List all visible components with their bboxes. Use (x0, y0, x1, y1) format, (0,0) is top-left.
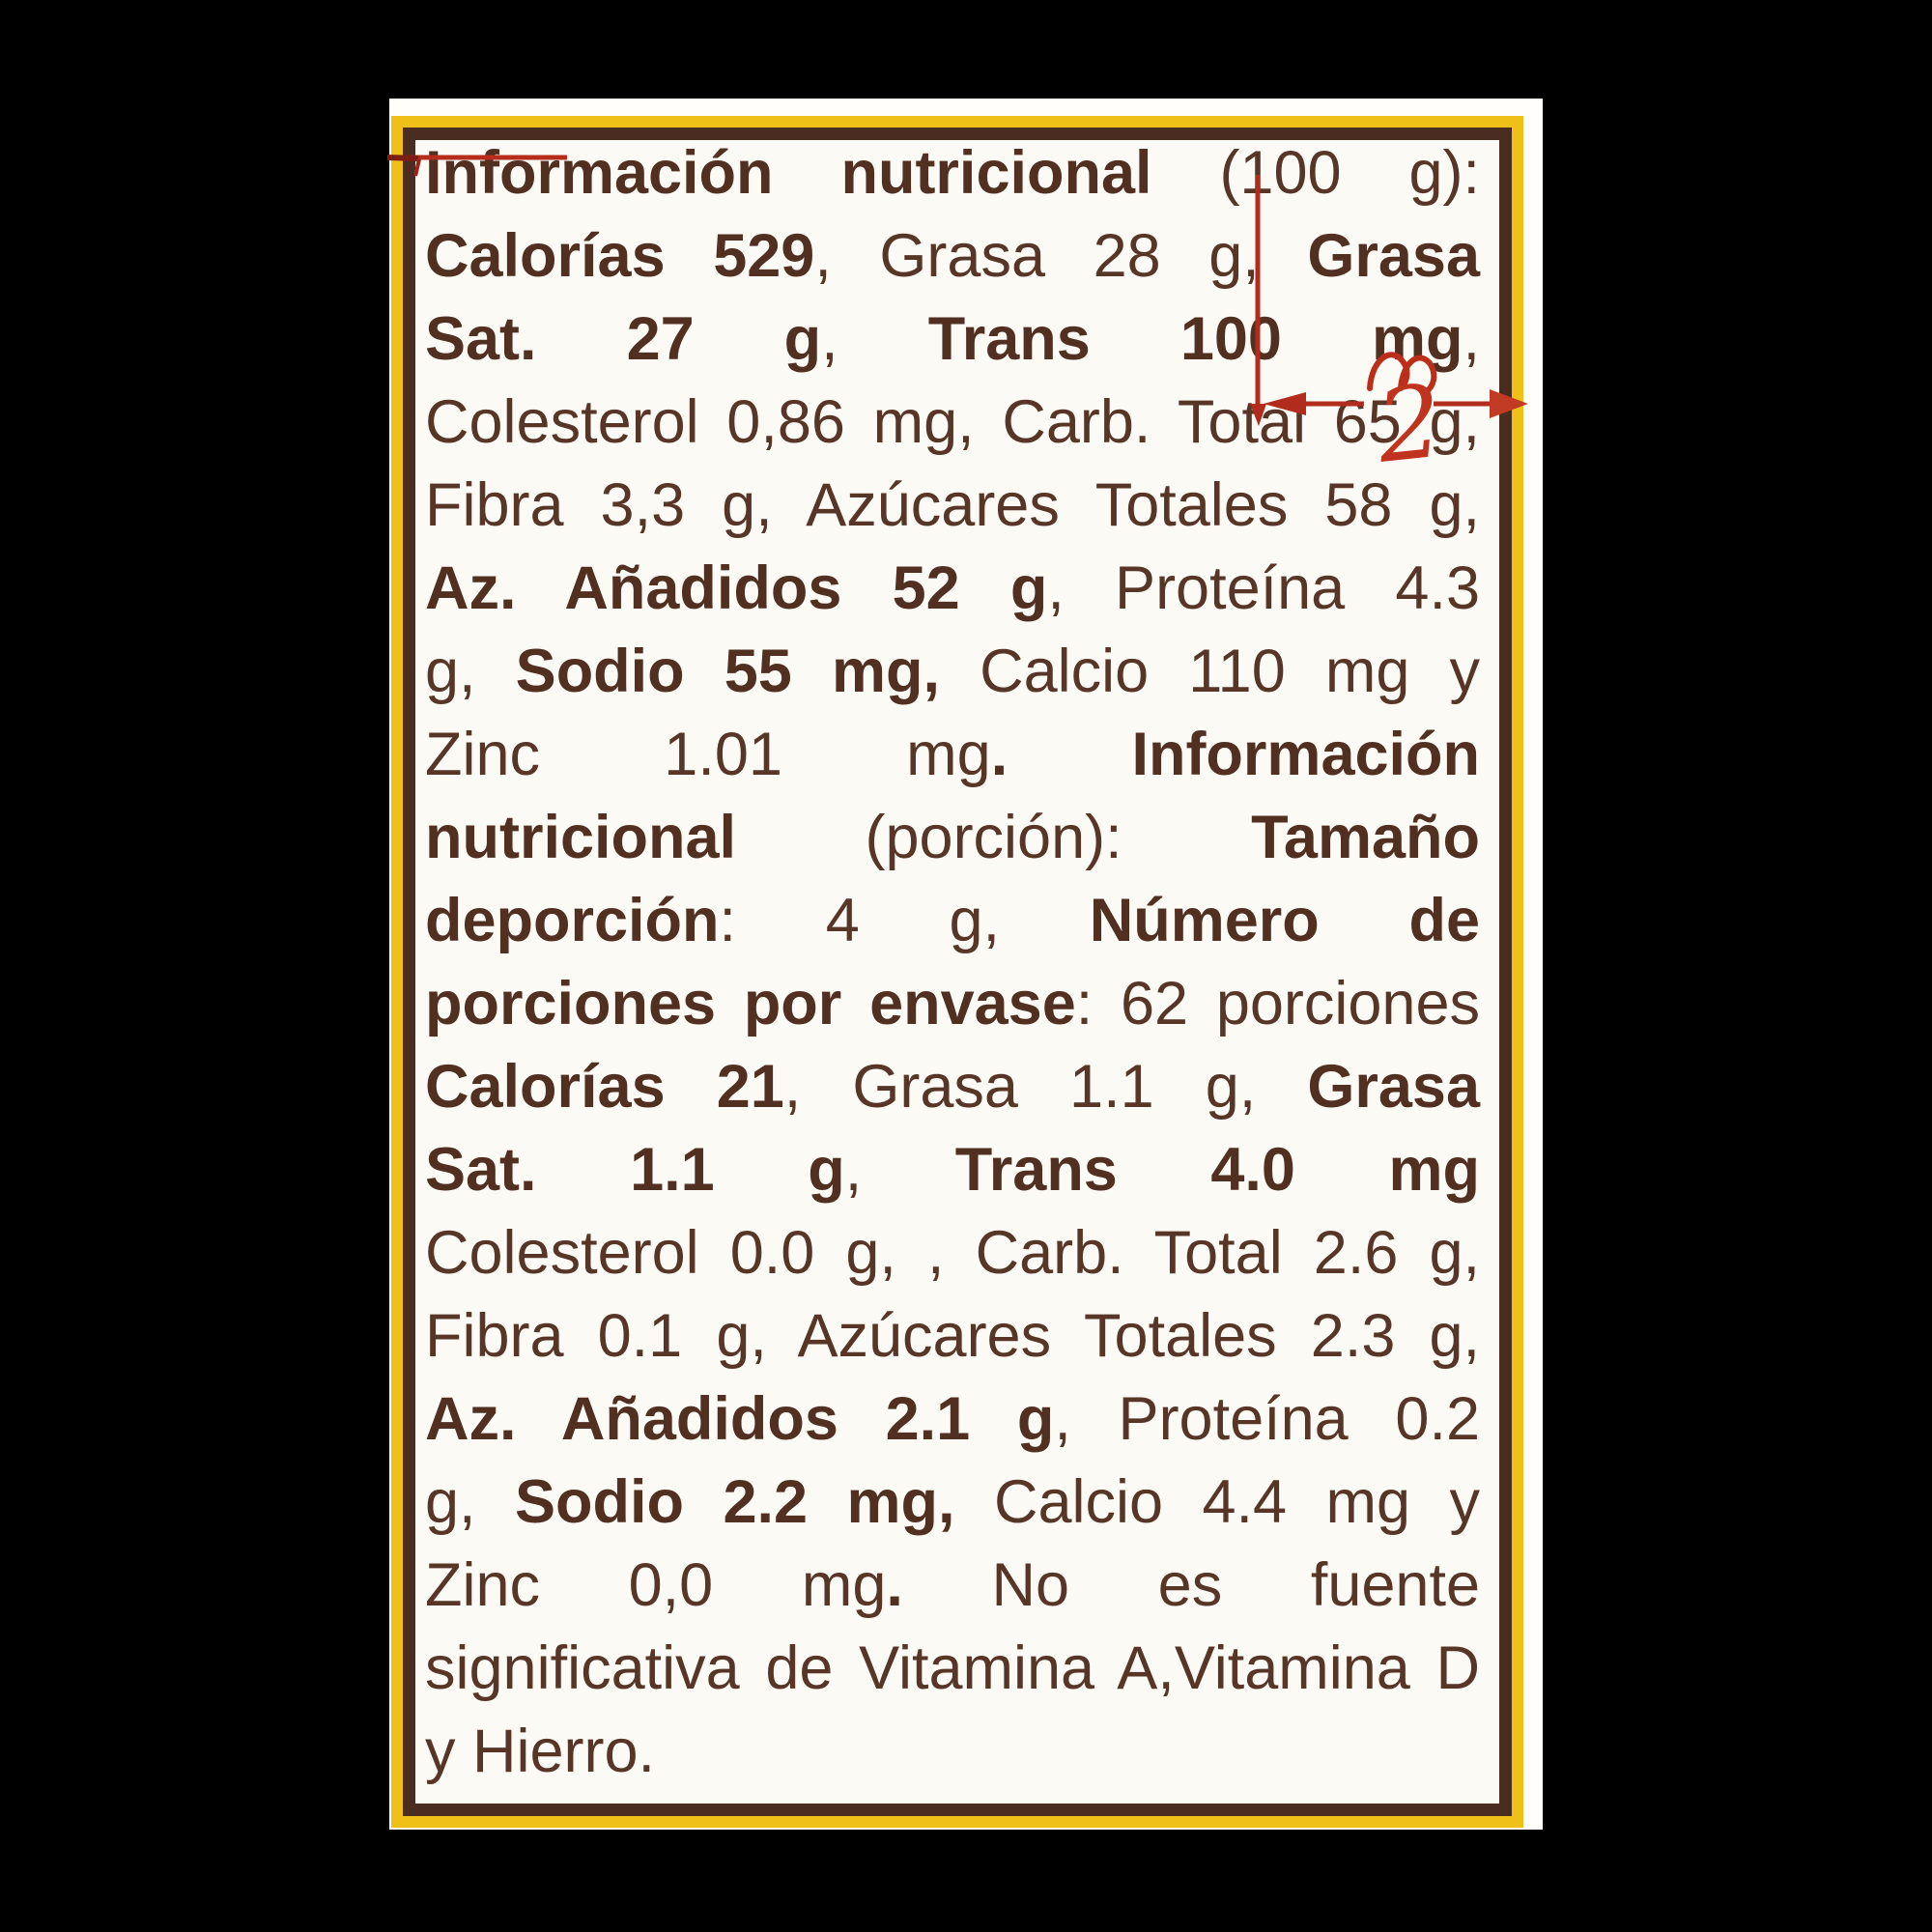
label-line: Sat. 1.1 g, Trans 4.0 mg (425, 1128, 1480, 1211)
label-text: Colesterol 0,86 mg, Carb. Total 65 g, (425, 388, 1480, 456)
label-photo (389, 99, 1543, 1830)
label-line: g, Sodio 2.2 mg, Calcio 4.4 mg y (425, 1461, 1480, 1544)
label-line: Colesterol 0,86 mg, Carb. Total 65 g, (425, 381, 1480, 464)
label-text: g, (425, 638, 516, 705)
label-text: Fibra 3,3 g, Azúcares Totales 58 g, (425, 471, 1480, 539)
label-text: : 4 g, (719, 887, 1090, 954)
label-line: Az. Añadidos 52 g, Proteína 4.3 (425, 547, 1480, 630)
label-text: Fibra 0.1 g, Azúcares Totales 2.3 g, (425, 1302, 1480, 1370)
label-text-bold: Az. Añadidos 52 g (425, 554, 1048, 622)
nutrition-text-block: Información nutricional (100 g): Calorías… (425, 131, 1480, 1793)
label-line: deporción: 4 g, Número de (425, 879, 1480, 962)
label-text: , (821, 305, 928, 373)
label-text: : 62 porciones (1075, 970, 1480, 1037)
label-text: , Grasa 1.1 g, (783, 1053, 1308, 1121)
label-line: Fibra 0.1 g, Azúcares Totales 2.3 g, (425, 1294, 1480, 1378)
label-text-bold: Sodio 55 mg, (515, 638, 940, 705)
label-text-bold: . Información (990, 721, 1480, 788)
label-text-bold: Información nutricional (425, 139, 1152, 207)
label-text-bold: Trans 4.0 mg (954, 1136, 1481, 1204)
label-text-bold: Sodio 2.2 mg, (515, 1468, 955, 1536)
label-text: (porción): (736, 804, 1252, 871)
label-text: Zinc 1.01 mg (425, 721, 991, 788)
label-text: , Proteína 4.3 (1047, 554, 1480, 622)
label-line: Sat. 27 g, Trans 100 mg, (425, 298, 1480, 381)
label-text-bold: porciones por envase (425, 970, 1076, 1037)
label-text: Colesterol 0.0 g, , Carb. Total 2.6 g, (425, 1219, 1480, 1287)
label-inner-border (403, 128, 1512, 1816)
label-text-bold: Grasa (1307, 222, 1480, 290)
label-outer-border (391, 116, 1523, 1828)
label-text: significativa de Vitamina A,Vitamina D (425, 1634, 1480, 1702)
label-text: y Hierro. (425, 1718, 656, 1785)
label-text: No es fuente (902, 1551, 1480, 1619)
label-line: Colesterol 0.0 g, , Carb. Total 2.6 g, (425, 1211, 1480, 1294)
label-line: porciones por envase: 62 porciones (425, 962, 1480, 1045)
label-text-bold: Calorías 21 (425, 1053, 784, 1121)
label-text: Zinc 0,0 mg (425, 1551, 887, 1619)
label-line: Zinc 0,0 mg. No es fuente (425, 1544, 1480, 1627)
label-text-bold: Calorías 529 (425, 222, 815, 290)
label-line: Información nutricional (100 g): (425, 131, 1480, 214)
label-text: Calcio 4.4 mg y (954, 1468, 1481, 1536)
label-text: Calcio 110 mg y (939, 638, 1480, 705)
label-text-bold: Sat. 1.1 g (425, 1136, 845, 1204)
label-line: nutricional (porción): Tamaño (425, 796, 1480, 879)
label-text-bold: Número de (1089, 887, 1480, 954)
label-text-bold: deporción (425, 887, 720, 954)
label-text-bold: Az. Añadidos 2.1 g (425, 1385, 1055, 1453)
label-text-bold: nutricional (425, 804, 737, 871)
label-text-bold: . (886, 1551, 903, 1619)
label-line: y Hierro. (425, 1710, 1480, 1793)
label-text: , Proteína 0.2 (1054, 1385, 1480, 1453)
label-text: , (844, 1136, 955, 1204)
label-line: Calorías 529, Grasa 28 g, Grasa (425, 214, 1480, 298)
label-text-bold: Sat. 27 g (425, 305, 822, 373)
label-text-bold: Tamaño (1251, 804, 1480, 871)
label-text-bold: Trans 100 mg (927, 305, 1463, 373)
label-text: , Grasa 28 g, (814, 222, 1308, 290)
label-text: , (1463, 305, 1480, 373)
label-text: g, (425, 1468, 516, 1536)
label-line: Calorías 21, Grasa 1.1 g, Grasa (425, 1045, 1480, 1128)
label-line: Zinc 1.01 mg. Información (425, 713, 1480, 796)
label-line: Fibra 3,3 g, Azúcares Totales 58 g, (425, 464, 1480, 547)
label-line: g, Sodio 55 mg, Calcio 110 mg y (425, 630, 1480, 713)
label-text: (100 g): (1151, 139, 1481, 207)
label-line: Az. Añadidos 2.1 g, Proteína 0.2 (425, 1378, 1480, 1461)
label-line: significativa de Vitamina A,Vitamina D (425, 1627, 1480, 1710)
label-text-bold: Grasa (1307, 1053, 1480, 1121)
